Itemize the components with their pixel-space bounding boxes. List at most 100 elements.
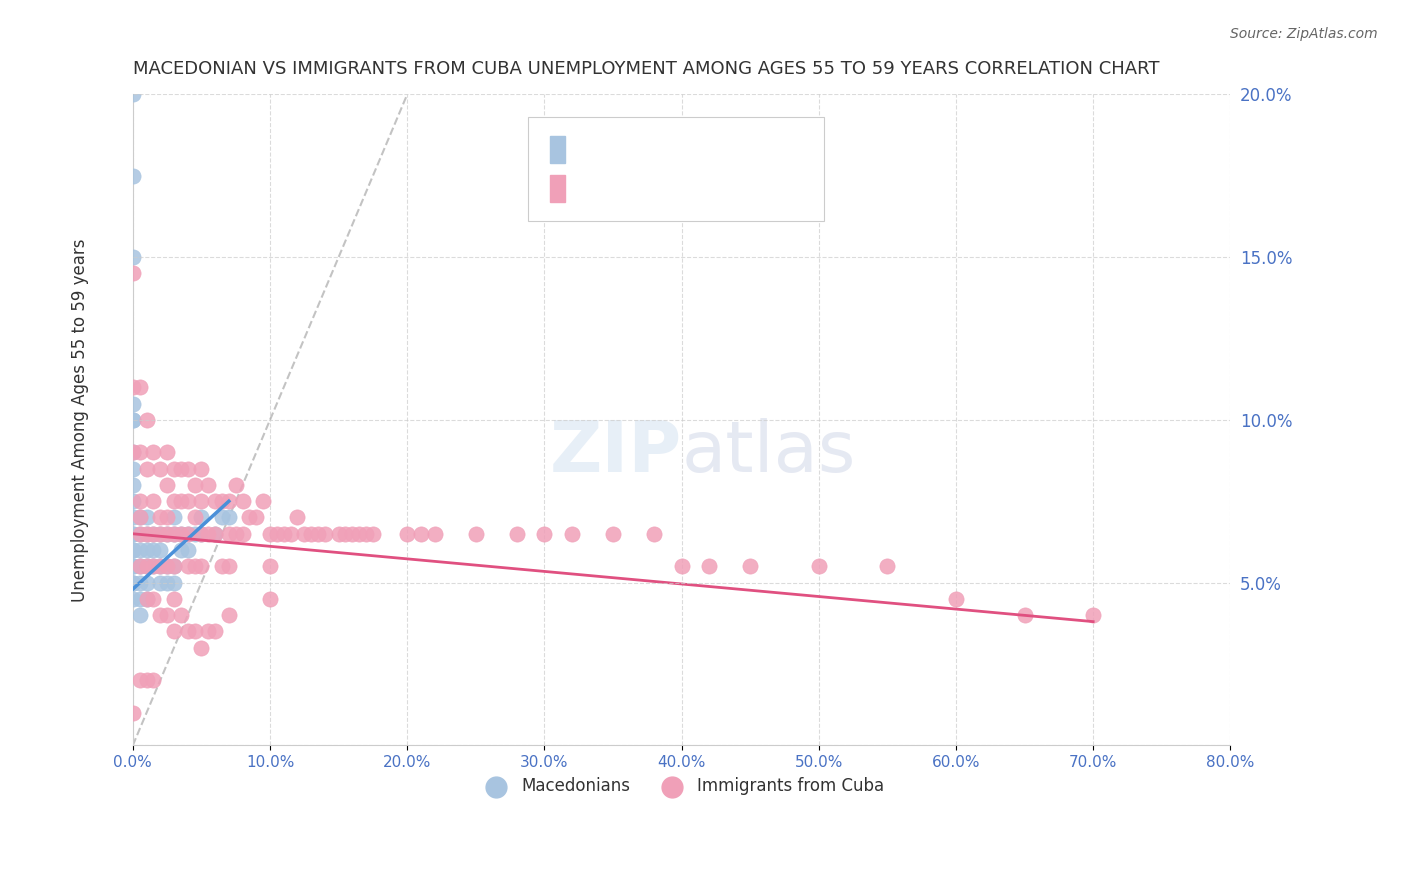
Point xyxy=(643,526,665,541)
Point xyxy=(135,526,157,541)
Point xyxy=(183,559,205,574)
Point xyxy=(177,494,200,508)
Point xyxy=(177,526,200,541)
Point xyxy=(142,494,165,508)
Point xyxy=(252,494,274,508)
Point xyxy=(156,608,179,623)
Point xyxy=(121,250,143,264)
Point xyxy=(190,526,212,541)
Point xyxy=(259,591,281,606)
Point xyxy=(121,396,143,410)
Point xyxy=(128,445,150,459)
Point xyxy=(197,624,219,639)
Legend: Macedonians, Immigrants from Cuba: Macedonians, Immigrants from Cuba xyxy=(472,771,890,802)
Point xyxy=(163,559,186,574)
Point xyxy=(183,510,205,524)
Text: ZIP: ZIP xyxy=(550,418,682,487)
Text: R = -0.178    N = 111: R = -0.178 N = 111 xyxy=(567,180,776,198)
Point xyxy=(409,526,432,541)
Point xyxy=(211,559,233,574)
Point xyxy=(506,526,529,541)
Point xyxy=(190,510,212,524)
Point xyxy=(156,526,179,541)
Point xyxy=(121,510,143,524)
Point xyxy=(1083,608,1105,623)
Point xyxy=(135,526,157,541)
Point xyxy=(121,559,143,574)
Point xyxy=(128,494,150,508)
Point xyxy=(121,591,143,606)
Point xyxy=(218,608,240,623)
Point xyxy=(273,526,295,541)
Point xyxy=(142,559,165,574)
Point xyxy=(135,575,157,590)
Point xyxy=(121,559,143,574)
Point xyxy=(347,526,370,541)
Point xyxy=(177,624,200,639)
Point xyxy=(740,559,762,574)
Point xyxy=(177,526,200,541)
Point xyxy=(335,526,357,541)
Point xyxy=(142,526,165,541)
Point xyxy=(156,526,179,541)
Point xyxy=(204,494,226,508)
Point xyxy=(149,461,172,475)
Point xyxy=(190,526,212,541)
Point xyxy=(121,478,143,492)
Point xyxy=(135,591,157,606)
Point xyxy=(163,526,186,541)
Point xyxy=(121,461,143,475)
Point xyxy=(232,526,254,541)
FancyBboxPatch shape xyxy=(550,175,565,202)
Point xyxy=(354,526,377,541)
Point xyxy=(218,559,240,574)
Point xyxy=(142,673,165,688)
Point xyxy=(142,445,165,459)
Point xyxy=(280,526,302,541)
Point xyxy=(218,510,240,524)
Point xyxy=(121,267,143,281)
Point xyxy=(142,526,165,541)
Point xyxy=(245,510,267,524)
Point xyxy=(142,591,165,606)
Point xyxy=(533,526,555,541)
Point xyxy=(163,624,186,639)
Point xyxy=(121,543,143,558)
Point xyxy=(232,494,254,508)
Point xyxy=(128,510,150,524)
Point xyxy=(135,510,157,524)
Point xyxy=(121,169,143,183)
Point xyxy=(142,543,165,558)
Point xyxy=(121,526,143,541)
Point xyxy=(121,413,143,427)
Point xyxy=(423,526,446,541)
Point xyxy=(177,461,200,475)
Point xyxy=(156,510,179,524)
Point xyxy=(170,543,193,558)
Point xyxy=(314,526,336,541)
Point xyxy=(142,559,165,574)
Point xyxy=(135,413,157,427)
Point xyxy=(121,445,143,459)
Point xyxy=(121,380,143,394)
Point xyxy=(190,640,212,655)
Point xyxy=(170,526,193,541)
Point xyxy=(190,461,212,475)
Point xyxy=(197,526,219,541)
Point xyxy=(149,575,172,590)
Point xyxy=(121,87,143,102)
Point xyxy=(287,510,309,524)
Point xyxy=(342,526,364,541)
Point xyxy=(876,559,898,574)
Point xyxy=(135,461,157,475)
Y-axis label: Unemployment Among Ages 55 to 59 years: Unemployment Among Ages 55 to 59 years xyxy=(70,238,89,601)
Point xyxy=(464,526,486,541)
Point xyxy=(128,543,150,558)
Point xyxy=(671,559,693,574)
Point xyxy=(163,559,186,574)
Point xyxy=(259,526,281,541)
Point xyxy=(396,526,419,541)
Point xyxy=(163,494,186,508)
Point xyxy=(128,526,150,541)
Point xyxy=(156,478,179,492)
